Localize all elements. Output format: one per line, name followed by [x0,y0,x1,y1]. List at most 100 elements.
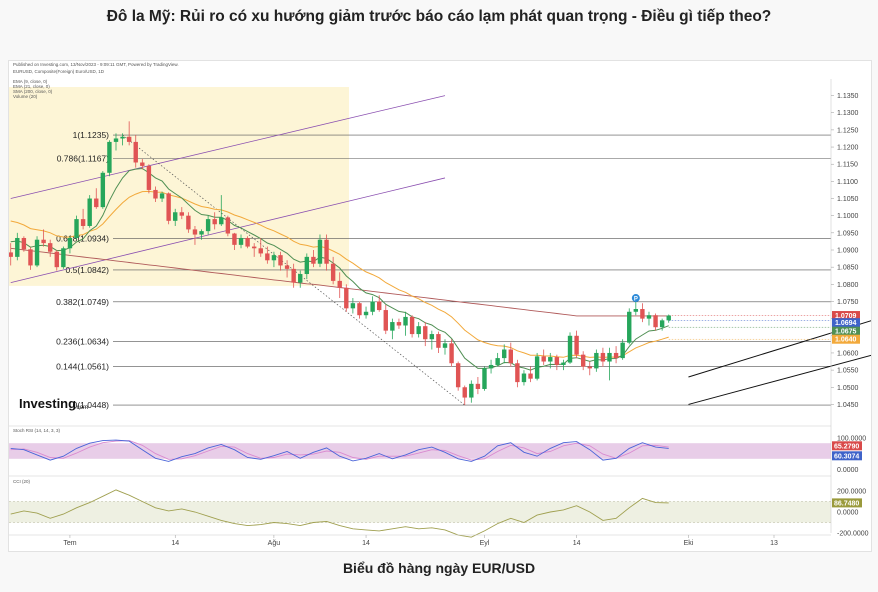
candle-body [475,383,481,389]
candle-body [403,316,408,326]
candle-body [620,342,625,359]
candle-body [100,172,106,208]
fib-label: 0.5(1.0842) [66,265,110,275]
candle-body [186,215,191,230]
price-tick-label: 1.1200 [837,145,859,152]
candle-body [390,322,395,331]
candle-body [594,352,599,369]
candle-body [317,239,323,264]
candle-body [508,349,513,364]
time-tick-label: Eki [684,540,694,547]
candle-body [521,373,527,383]
fib-label: 0.236(1.0634) [56,336,109,346]
candle-body [528,373,533,379]
candle-body [515,363,520,383]
candle-body [561,362,566,365]
candle-body [291,268,296,283]
cci-band [9,501,831,523]
candle-body [298,274,303,283]
candle-body [54,251,59,268]
candle-body [192,229,198,235]
candle-body [409,316,415,335]
candle-body [330,263,336,281]
price-tag-label: 1.0675 [835,329,857,336]
candle-body [567,335,573,363]
price-tag [832,318,860,328]
cci-axis-label: 200.0000 [837,489,866,496]
time-tick-label: Tem [63,540,76,547]
candle-body [337,280,342,288]
candle-body [48,243,53,252]
candle-body [469,383,474,398]
candle-body [87,198,92,226]
time-tick-label: 14 [171,540,179,547]
candle-body [61,248,66,268]
candle-body [34,239,40,266]
candle-body [271,255,277,261]
candle-body [449,343,454,364]
price-tick-label: 1.0800 [837,282,859,289]
candle-body [548,357,553,362]
candle-body [541,356,546,362]
fib-label: 0.618(1.0934) [56,233,109,243]
candle-body [258,248,263,254]
stoch-tag-label: 60.3074 [834,453,859,460]
candle-body [245,237,250,247]
candle-body [495,358,500,365]
price-tick-label: 1.0750 [837,299,859,306]
candle-body [646,315,652,319]
time-tick-label: Eyl [480,540,490,547]
candle-body [166,193,171,221]
candle-body [205,219,211,232]
candle-body [587,366,592,369]
price-tag-label: 1.0640 [835,337,857,344]
candle-body [41,239,46,244]
candle-body [580,354,586,367]
candle-body [284,265,290,269]
fib-zone [9,87,349,286]
candle-body [423,326,428,340]
stoch-rsi-title: Stoch RSI (14, 14, 3, 3) [13,428,61,433]
fib-label: 0(1.0448) [73,400,110,410]
candle-body [120,136,125,139]
indicator-line-ema21: EMA (21, close, 0) [13,84,50,89]
fib-label: 0.144(1.0561) [56,361,109,371]
price-tick-label: 1.0550 [837,368,859,375]
price-chart[interactable]: 1(1.1235) 0.786(1.1167) 0.618(1.0934) 0.5(1… [9,61,871,551]
price-tick-label: 1.0450 [837,402,859,409]
indicator-line-sma200: SMA (200, close, 0) [13,89,53,94]
price-tick-label: 1.0950 [837,230,859,237]
price-tick-label: 1.0900 [837,248,859,255]
time-tick-label: 13 [770,540,778,547]
candle-body [554,357,560,365]
stoch-tag [832,451,862,461]
price-tag-label: 1.0709 [835,313,857,320]
investing-logo-suffix: .com [75,405,88,411]
candle-body [251,246,257,249]
candle-body [140,162,145,166]
price-tick-label: 1.0600 [837,350,859,357]
candle-body [232,233,237,245]
channel-upper-line [688,320,871,378]
candle-body [613,352,619,359]
stoch-tag-label: 65.2790 [834,443,859,450]
time-tick-label: Ağu [268,540,281,547]
price-tag [832,311,860,321]
candle-body [429,334,435,340]
price-tag [832,326,860,336]
stoch-d-line [10,440,669,461]
candle-body [640,309,645,319]
chart-caption: Biểu đồ hàng ngày EUR/USD [342,560,536,576]
ema9-line [10,167,669,371]
fib-label: 0.382(1.0749) [56,297,109,307]
candle-body [67,237,73,249]
candle-body [159,193,165,199]
price-tick-label: 1.1000 [837,213,859,220]
candle-body [455,363,461,388]
candle-body [304,256,310,275]
headline: Đô la Mỹ: Rủi ro có xu hướng giảm trước … [106,8,772,25]
candle-body [653,315,658,328]
chart-frame: 1(1.1235) 0.786(1.1167) 0.618(1.0934) 0.5(1… [8,60,872,552]
candle-body [107,141,112,173]
